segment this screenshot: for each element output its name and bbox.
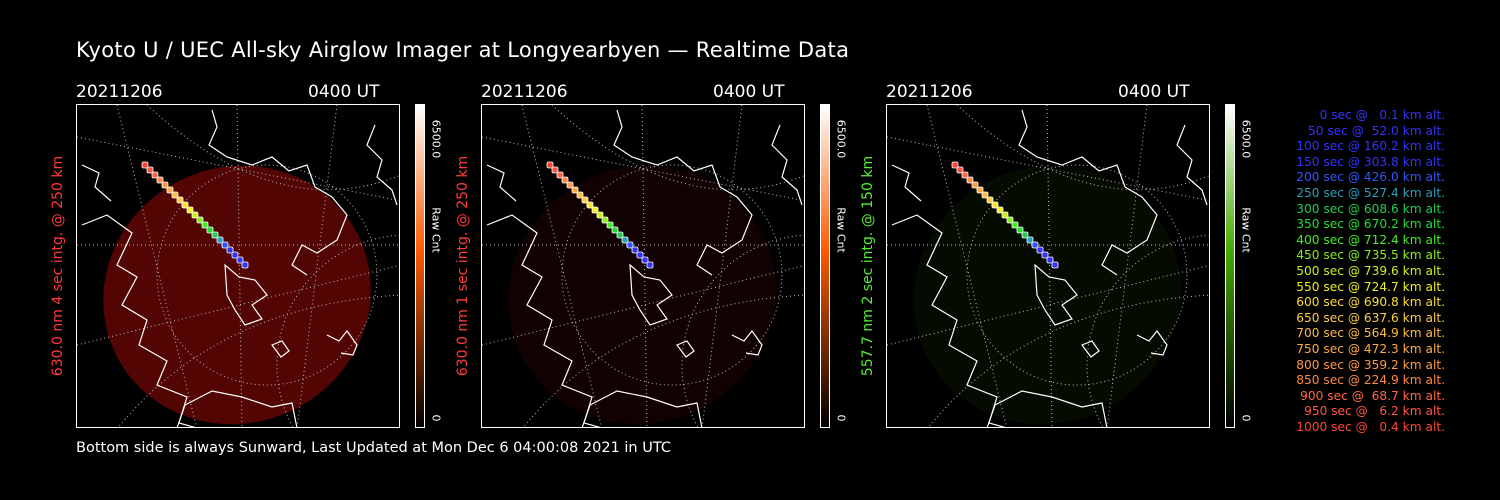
- panel-time: 0400 UT: [1118, 82, 1190, 102]
- allsky-map: [481, 104, 805, 428]
- colorbar-min-label: 0: [429, 414, 443, 422]
- legend-entry: 200 sec @ 426.0 km alt.: [1296, 170, 1445, 185]
- legend-entry: 100 sec @ 160.2 km alt.: [1296, 139, 1445, 154]
- legend-entry: 50 sec @ 52.0 km alt.: [1307, 123, 1445, 138]
- colorbar: [820, 104, 830, 428]
- legend-entry: 250 sec @ 527.4 km alt.: [1296, 185, 1445, 200]
- panel-date: 20211206: [76, 82, 163, 102]
- allsky-map: [76, 104, 400, 428]
- allsky-map: [886, 104, 1210, 428]
- panel-time: 0400 UT: [308, 82, 380, 102]
- colorbar-unit-label: Raw Cnt: [1239, 207, 1253, 253]
- legend-entry: 1000 sec @ 0.4 km alt.: [1296, 419, 1445, 434]
- imager-panel-630nm-4sec: 20211206 0400 UT 630.0 nm 4 sec intg. @ …: [50, 80, 496, 440]
- panel-date: 20211206: [481, 82, 568, 102]
- panel-time: 0400 UT: [713, 82, 785, 102]
- panel-wavelength-label: 630.0 nm 4 sec intg. @ 250 km: [50, 155, 66, 377]
- colorbar-min-label: 0: [1239, 414, 1253, 422]
- imager-panel-630nm-1sec: 20211206 0400 UT 630.0 nm 1 sec intg. @ …: [455, 80, 901, 440]
- colorbar-unit-label: Raw Cnt: [429, 207, 443, 253]
- colorbar: [1225, 104, 1235, 428]
- colorbar: [415, 104, 425, 428]
- legend-entry: 600 sec @ 690.8 km alt.: [1296, 295, 1445, 310]
- page-title: Kyoto U / UEC All-sky Airglow Imager at …: [76, 38, 850, 62]
- legend-entry: 300 sec @ 608.6 km alt.: [1296, 201, 1445, 216]
- airglow-emission: [508, 165, 776, 425]
- legend-entry: 900 sec @ 68.7 km alt.: [1300, 388, 1445, 403]
- colorbar-max-label: 6500.0: [834, 119, 848, 159]
- legend-entry: 950 sec @ 6.2 km alt.: [1304, 404, 1445, 419]
- legend-entry: 750 sec @ 472.3 km alt.: [1296, 341, 1445, 356]
- airglow-emission: [103, 165, 371, 425]
- legend-entry: 800 sec @ 359.2 km alt.: [1296, 357, 1445, 372]
- airglow-emission: [913, 165, 1181, 425]
- legend-entry: 700 sec @ 564.9 km alt.: [1296, 326, 1445, 341]
- panel-wavelength-label: 630.0 nm 1 sec intg. @ 250 km: [455, 155, 471, 377]
- colorbar-max-label: 6500.0: [1239, 119, 1253, 159]
- legend-entry: 450 sec @ 735.5 km alt.: [1296, 248, 1445, 263]
- legend-entry: 550 sec @ 724.7 km alt.: [1296, 279, 1445, 294]
- panel-date: 20211206: [886, 82, 973, 102]
- legend-entry: 350 sec @ 670.2 km alt.: [1296, 217, 1445, 232]
- legend-entry: 500 sec @ 739.6 km alt.: [1296, 263, 1445, 278]
- footer-status: Bottom side is always Sunward, Last Upda…: [76, 440, 671, 456]
- colorbar-min-label: 0: [834, 414, 848, 422]
- trajectory-legend: 0 sec @ 0.1 km alt. 50 sec @ 52.0 km alt.…: [1265, 108, 1445, 435]
- legend-entry: 850 sec @ 224.9 km alt.: [1296, 373, 1445, 388]
- colorbar-unit-label: Raw Cnt: [834, 207, 848, 253]
- legend-entry: 650 sec @ 637.6 km alt.: [1296, 310, 1445, 325]
- imager-panel-557nm-2sec: 20211206 0400 UT 557.7 nm 2 sec intg. @ …: [860, 80, 1306, 440]
- legend-entry: 0 sec @ 0.1 km alt.: [1319, 108, 1445, 122]
- legend-entry: 150 sec @ 303.8 km alt.: [1296, 154, 1445, 169]
- colorbar-max-label: 6500.0: [429, 119, 443, 159]
- panel-wavelength-label: 557.7 nm 2 sec intg. @ 150 km: [860, 155, 876, 377]
- legend-entry: 400 sec @ 712.4 km alt.: [1296, 232, 1445, 247]
